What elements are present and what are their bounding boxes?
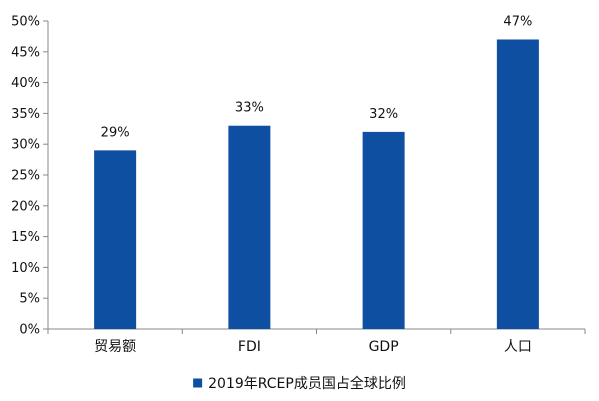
y-tick-label: 35% bbox=[11, 107, 40, 122]
y-tick-label: 30% bbox=[11, 138, 40, 153]
category-label: 贸易额 bbox=[94, 339, 136, 355]
legend-label: 2019年RCEP成员国占全球比例 bbox=[208, 375, 406, 392]
bar-2 bbox=[228, 125, 271, 329]
data-label: 29% bbox=[101, 125, 130, 140]
bars bbox=[94, 39, 539, 329]
category-label: 人口 bbox=[504, 339, 532, 355]
legend: 2019年RCEP成员国占全球比例 bbox=[193, 375, 406, 392]
bar-1 bbox=[94, 150, 137, 329]
y-tick-label: 45% bbox=[11, 45, 40, 60]
y-tick-label: 5% bbox=[19, 292, 40, 307]
data-labels: 29% 33% 32% 47% bbox=[101, 14, 533, 140]
category-label: GDP bbox=[369, 339, 399, 355]
y-tick-label: 25% bbox=[11, 169, 40, 184]
bar-4 bbox=[496, 39, 539, 329]
legend-swatch bbox=[193, 378, 203, 388]
y-tick-label: 50% bbox=[11, 15, 40, 30]
data-label: 47% bbox=[503, 14, 532, 29]
data-label: 32% bbox=[369, 107, 398, 122]
y-tick-label: 0% bbox=[19, 323, 40, 338]
category-label: FDI bbox=[238, 339, 261, 355]
y-tick-label: 15% bbox=[11, 230, 40, 245]
data-label: 33% bbox=[235, 101, 264, 116]
y-tick-label: 20% bbox=[11, 199, 40, 214]
axes: 0% 5% 10% 15% 20% 25% 30% 35% 40% 45% 50% 贸易额 FDI GDP… bbox=[11, 15, 586, 355]
bar-3 bbox=[362, 131, 405, 329]
y-tick-label: 10% bbox=[11, 261, 40, 276]
y-tick-label: 40% bbox=[11, 76, 40, 91]
